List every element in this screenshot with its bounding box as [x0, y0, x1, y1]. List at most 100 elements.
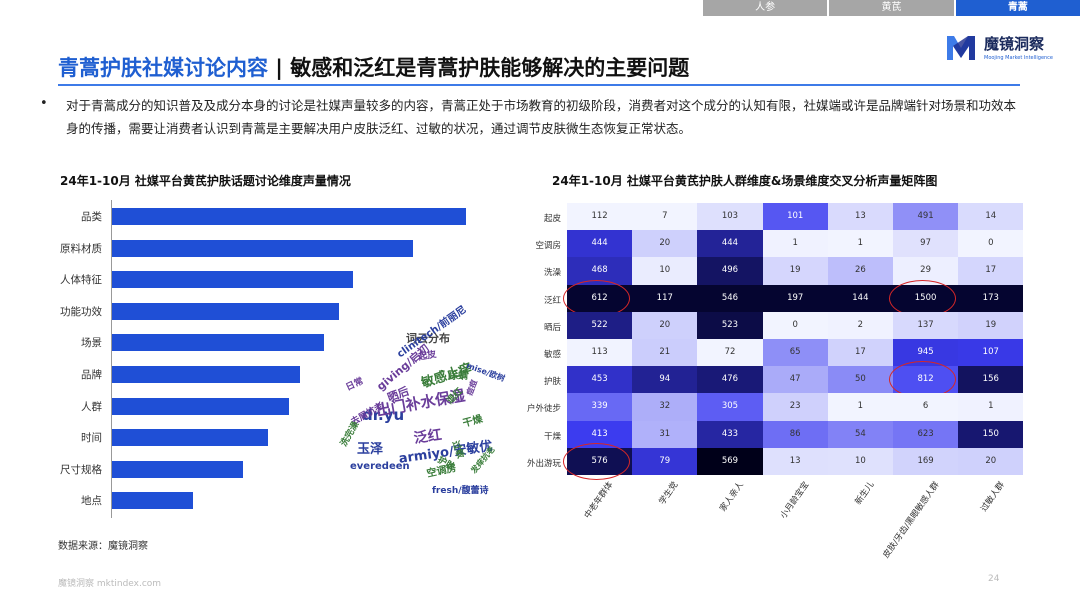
heatmap-cell-value: 17 [854, 347, 866, 357]
heatmap-row-label: 泛红 [543, 295, 561, 306]
heatmap-row-label: 外出游玩 [526, 458, 561, 469]
heatmap-cell-value: 623 [917, 428, 934, 439]
page-title: 青蒿护肤社媒讨论内容 | 敏感和泛红是青蒿护肤能够解决的主要问题 [58, 52, 689, 82]
heatmap-cell: 47 [762, 366, 828, 394]
bar-6 [112, 397, 289, 415]
tab-huangqi[interactable]: 黄芪 [829, 0, 954, 16]
heatmap-cell: 13 [762, 447, 828, 475]
heatmap-cell-value: 173 [982, 292, 999, 303]
heatmap-cell: 112 [567, 203, 633, 231]
heatmap-cell: 94 [632, 366, 698, 394]
heatmap-column-label: 皮肤/牙齿/黑眼敏感人群 [881, 480, 942, 561]
heatmap-cell-value: 546 [721, 292, 739, 303]
heatmap-cell-value: 103 [721, 211, 739, 221]
heatmap-cell-value: 50 [854, 374, 866, 385]
heatmap-row-label: 户外徒步 [526, 404, 561, 415]
heatmap-cell: 1 [958, 393, 1024, 421]
heatmap-cell-value: 79 [659, 455, 671, 466]
heatmap-cell-value: 23 [789, 401, 801, 412]
heatmap-cell-value: 476 [721, 374, 739, 385]
word-cloud-term: 干燥 [461, 413, 484, 430]
heatmap-cell-value: 413 [591, 428, 608, 439]
heatmap-cell: 1 [762, 230, 828, 258]
heatmap-cell-value: 21 [659, 347, 671, 357]
heatmap-cell: 2 [827, 311, 893, 339]
heatmap-cell: 23 [762, 393, 828, 421]
data-source: 数据来源：魔镜洞察 [58, 541, 148, 552]
heatmap-cell-value: 112 [591, 211, 608, 221]
heatmap-cell: 65 [762, 339, 828, 367]
bar-4 [112, 334, 325, 352]
footer-site: 魔镜洞察 mktindex.com [58, 579, 162, 589]
heatmap-cell-value: 29 [920, 265, 931, 276]
heatmap-cell-value: 453 [591, 374, 608, 385]
summary-paragraph: 对于青蒿成分的知识普及及成分本身的讨论是社媒声量较多的内容，青蒿正处于市场教育的… [66, 98, 1017, 136]
heatmap-cell: 7 [632, 203, 698, 231]
heatmap-cell: 26 [827, 257, 893, 285]
heatmap-cell-value: 305 [721, 401, 739, 412]
heatmap-column-label: 过敏人群 [978, 480, 1007, 514]
heatmap-cell: 522 [567, 311, 633, 339]
heatmap-column-label: 小月龄宝宝 [778, 480, 812, 521]
title-rest: | 敏感和泛红是青蒿护肤能够解决的主要问题 [268, 56, 690, 80]
heatmap-cell: 444 [697, 230, 763, 258]
heatmap-cell-value: 32 [659, 401, 671, 412]
heatmap-cell-value: 945 [917, 347, 934, 357]
bar-category-label: 时间 [81, 432, 102, 445]
bar-category-label: 尺寸规格 [60, 463, 102, 476]
heatmap-cell-value: 197 [787, 292, 804, 303]
bar-category-label: 场景 [81, 337, 102, 350]
logo-subtitle: Moojing Market Intelligence [984, 55, 1054, 61]
heatmap-cell: 107 [958, 339, 1024, 367]
word-cloud-term: 玉泽 [357, 442, 384, 457]
heatmap-cell-value: 107 [982, 347, 999, 357]
tab-renshen[interactable]: 人参 [703, 0, 828, 16]
heatmap-cell-value: 97 [920, 238, 931, 249]
word-cloud-term: 泛红 [412, 427, 443, 447]
heatmap-row-label: 干燥 [543, 431, 561, 442]
heatmap-cell: 523 [697, 311, 763, 339]
heatmap-row-label: 洗澡 [543, 268, 561, 279]
heatmap-cell-value: 13 [854, 211, 866, 221]
bar-7 [112, 429, 268, 447]
logo-name: 魔镜洞察 [984, 35, 1045, 53]
heatmap-cell-value: 468 [591, 265, 608, 276]
heatmap-cell: 150 [958, 420, 1024, 448]
heatmap-cell: 10 [827, 447, 893, 475]
heatmap-cell-value: 433 [721, 428, 739, 439]
bar-chart-axis [111, 200, 112, 518]
heatmap-cell-value: 0 [988, 238, 994, 249]
heatmap-cell-value: 7 [662, 211, 668, 221]
heatmap-cell: 546 [697, 284, 763, 312]
heatmap-cell: 491 [893, 203, 959, 231]
heatmap-cell-value: 1 [857, 238, 864, 249]
bar-5 [112, 366, 300, 383]
heatmap-cell-value: 156 [982, 374, 999, 385]
heatmap-cell-value: 523 [721, 319, 739, 330]
bullet-mark: • [40, 96, 48, 111]
heatmap-cell: 496 [697, 257, 763, 285]
left-chart-title: 24年1-10月 社媒平台黄芪护肤话题讨论维度声量情况 [60, 174, 351, 188]
heatmap-cell-value: 19 [789, 265, 801, 276]
bar-0 [112, 208, 466, 225]
heatmap-cell: 13 [827, 203, 893, 231]
tab-qinghao[interactable]: 青蒿 [955, 0, 1080, 16]
heatmap-cell: 20 [632, 311, 698, 339]
heatmap-column-label: 家人亲人 [718, 480, 746, 514]
heatmap-cell-value: 144 [852, 292, 869, 303]
heatmap-cell: 79 [632, 447, 698, 475]
heatmap-cell: 6 [893, 393, 959, 421]
section-tabs: 人参 黄芪 青蒿 [703, 0, 1080, 16]
heatmap-cell-value: 54 [854, 428, 866, 439]
heatmap-cell-value: 491 [917, 211, 934, 221]
heatmap-cell: 50 [827, 366, 893, 394]
heatmap-cell: 476 [697, 366, 763, 394]
right-chart-title: 24年1-10月 社媒平台黄芪护肤人群维度&场景维度交叉分析声量矩阵图 [552, 174, 938, 188]
heatmap-cell-value: 496 [721, 265, 739, 276]
heatmap-cell: 54 [827, 420, 893, 448]
heatmap-cell: 19 [958, 311, 1024, 339]
heatmap-cell: 113 [567, 339, 633, 367]
heatmap-row-label: 起皮 [543, 214, 561, 224]
heatmap-cell: 173 [958, 284, 1024, 312]
heatmap-cell-value: 444 [591, 238, 608, 249]
